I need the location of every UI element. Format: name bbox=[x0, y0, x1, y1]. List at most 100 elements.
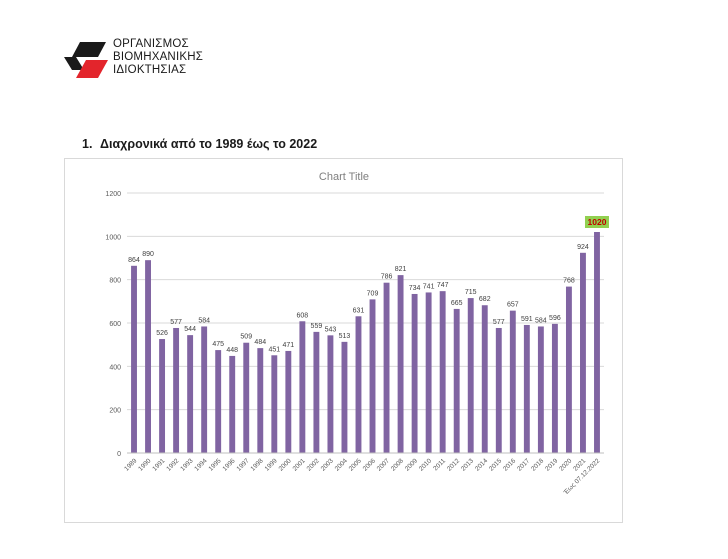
x-tick-label: 2007 bbox=[376, 457, 391, 472]
data-label: 526 bbox=[156, 330, 168, 337]
x-tick-label: 1993 bbox=[179, 457, 194, 472]
data-label: 864 bbox=[128, 257, 140, 264]
data-label: 591 bbox=[521, 316, 533, 323]
data-label: 741 bbox=[423, 283, 435, 290]
bar bbox=[299, 321, 306, 453]
data-label: 559 bbox=[311, 323, 323, 330]
x-tick-label: 2016 bbox=[502, 457, 517, 472]
x-tick-label: 2002 bbox=[306, 457, 321, 472]
data-label: 821 bbox=[395, 266, 407, 273]
bar bbox=[481, 305, 488, 453]
bar bbox=[159, 339, 166, 453]
bar bbox=[187, 335, 194, 453]
data-label: 471 bbox=[282, 342, 294, 349]
x-tick-label: 2017 bbox=[516, 457, 531, 472]
x-tick-label: 2004 bbox=[334, 457, 349, 472]
x-tick-label: 2013 bbox=[460, 457, 475, 472]
x-tick-label: 2018 bbox=[530, 457, 545, 472]
x-tick-label: 2015 bbox=[488, 457, 503, 472]
x-tick-label: 2019 bbox=[544, 457, 559, 472]
x-tick-label: 2010 bbox=[418, 457, 433, 472]
data-label: 631 bbox=[353, 307, 365, 314]
logo-line-1: ΟΡΓΑΝΙΣΜΟΣ bbox=[113, 38, 189, 50]
data-label: 768 bbox=[563, 278, 575, 285]
x-tick-label: 2001 bbox=[292, 457, 307, 472]
bar-chart: Chart Title 0 200 400 600 800 1000 1200 864 1989… bbox=[105, 171, 609, 497]
x-tick-label: 1991 bbox=[151, 457, 166, 472]
logo-line-3: ΙΔΙΟΚΤΗΣΙΑΣ bbox=[113, 64, 187, 76]
data-label: 544 bbox=[184, 326, 196, 333]
bar bbox=[145, 260, 151, 453]
data-label: 1020 bbox=[588, 217, 607, 227]
bar bbox=[355, 316, 362, 453]
x-tick-label: 2014 bbox=[474, 457, 489, 472]
bar bbox=[425, 292, 432, 453]
bar bbox=[341, 341, 348, 453]
data-label: 665 bbox=[451, 300, 463, 307]
data-label: 890 bbox=[142, 251, 154, 258]
bar bbox=[551, 323, 558, 453]
x-tick-label: 1990 bbox=[137, 457, 152, 472]
bar bbox=[594, 232, 600, 453]
x-tick-label: 1998 bbox=[250, 457, 265, 472]
bar bbox=[439, 291, 446, 453]
data-label: 484 bbox=[254, 339, 266, 346]
bar bbox=[397, 275, 404, 453]
x-tick-label: 2011 bbox=[432, 457, 447, 472]
bar bbox=[383, 282, 390, 453]
section-number: 1. bbox=[82, 137, 93, 151]
x-tick-label: 2012 bbox=[446, 457, 461, 472]
x-tick-label: 2008 bbox=[390, 457, 405, 472]
organization-logo: ΟΡΓΑΝΙΣΜΟΣ ΒΙΟΜΗΧΑΝΙΚΗΣ ΙΔΙΟΚΤΗΣΙΑΣ bbox=[62, 38, 237, 84]
data-label: 715 bbox=[465, 289, 477, 296]
bar bbox=[495, 327, 502, 453]
x-tick-label: 1997 bbox=[235, 457, 250, 472]
data-label: 543 bbox=[325, 326, 337, 333]
chart-title: Chart Title bbox=[319, 171, 369, 183]
bar bbox=[243, 342, 250, 453]
data-label: 509 bbox=[240, 334, 252, 341]
bar bbox=[565, 286, 572, 453]
y-tick-label: 200 bbox=[109, 408, 121, 415]
x-tick-label: 2005 bbox=[348, 457, 363, 472]
x-tick-label: 1995 bbox=[207, 457, 222, 472]
data-label: 924 bbox=[577, 244, 589, 251]
chart-frame: Chart Title 0 200 400 600 800 1000 1200 864 1989… bbox=[64, 158, 623, 523]
x-tick-label: 1994 bbox=[193, 457, 208, 472]
bar bbox=[215, 350, 222, 453]
section-heading: 1. Διαχρονικά από το 1989 έως το 2022 bbox=[82, 137, 317, 151]
highlight-label-box bbox=[584, 216, 609, 228]
data-label: 657 bbox=[507, 302, 519, 309]
data-label: 596 bbox=[549, 315, 561, 322]
bar bbox=[509, 310, 516, 453]
bar bbox=[369, 299, 376, 453]
data-label: 577 bbox=[170, 319, 182, 326]
bar bbox=[131, 265, 137, 453]
logo-line-2: ΒΙΟΜΗΧΑΝΙΚΗΣ bbox=[113, 51, 204, 63]
x-tick-label: 1999 bbox=[264, 457, 279, 472]
data-label: 513 bbox=[339, 333, 351, 340]
y-tick-label: 0 bbox=[117, 451, 121, 458]
bar bbox=[580, 252, 586, 453]
logo-mark-icon bbox=[64, 42, 108, 78]
data-label: 786 bbox=[381, 274, 393, 281]
data-label: 584 bbox=[198, 317, 210, 324]
data-label: 577 bbox=[493, 319, 505, 326]
bar bbox=[313, 331, 320, 453]
bar bbox=[411, 293, 418, 453]
x-tick-label: 2009 bbox=[404, 457, 419, 472]
data-label: 475 bbox=[212, 341, 224, 348]
x-tick-label: 2003 bbox=[320, 457, 335, 472]
bar bbox=[537, 326, 544, 453]
bar bbox=[467, 298, 474, 453]
x-tick-label: 1992 bbox=[165, 457, 180, 472]
logo-text: ΟΡΓΑΝΙΣΜΟΣ ΒΙΟΜΗΧΑΝΙΚΗΣ ΙΔΙΟΚΤΗΣΙΑΣ bbox=[113, 38, 203, 77]
y-tick-label: 1000 bbox=[105, 234, 121, 241]
data-label: 451 bbox=[268, 346, 280, 353]
bar bbox=[257, 348, 264, 453]
x-tick-label: 1996 bbox=[221, 457, 236, 472]
data-label: 448 bbox=[226, 347, 238, 354]
y-tick-label: 600 bbox=[109, 321, 121, 328]
bar bbox=[271, 355, 278, 453]
data-label: 584 bbox=[535, 317, 547, 324]
